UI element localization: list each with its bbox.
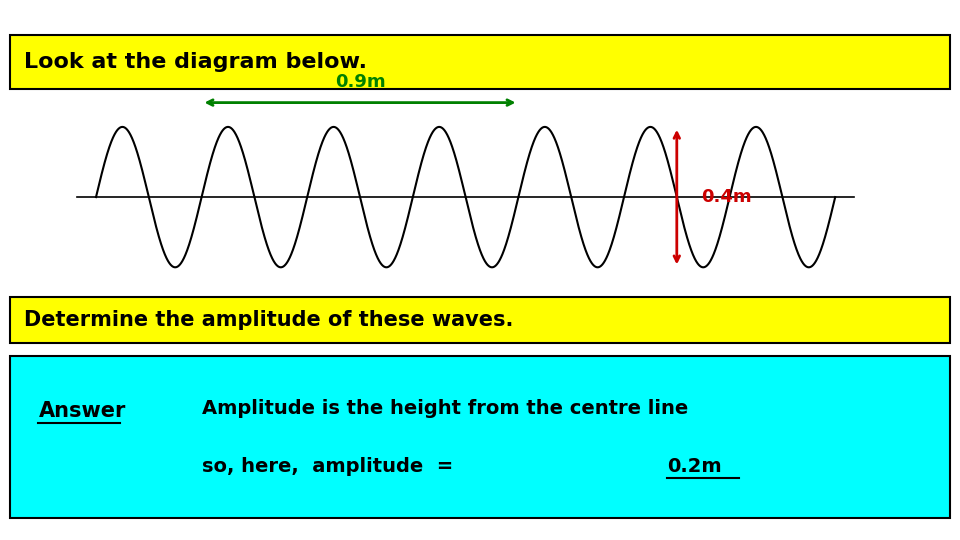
FancyBboxPatch shape	[10, 297, 950, 343]
Text: Answer: Answer	[38, 401, 126, 422]
Text: 0.2m: 0.2m	[667, 457, 722, 476]
FancyBboxPatch shape	[10, 356, 950, 518]
FancyBboxPatch shape	[10, 35, 950, 89]
Text: 0.9m: 0.9m	[335, 73, 385, 91]
Text: so, here,  amplitude  =: so, here, amplitude =	[202, 457, 467, 476]
Text: Determine the amplitude of these waves.: Determine the amplitude of these waves.	[24, 310, 514, 330]
Text: Look at the diagram below.: Look at the diagram below.	[24, 52, 367, 72]
Text: Amplitude is the height from the centre line: Amplitude is the height from the centre …	[202, 399, 688, 418]
Text: 0.4m: 0.4m	[701, 188, 752, 206]
